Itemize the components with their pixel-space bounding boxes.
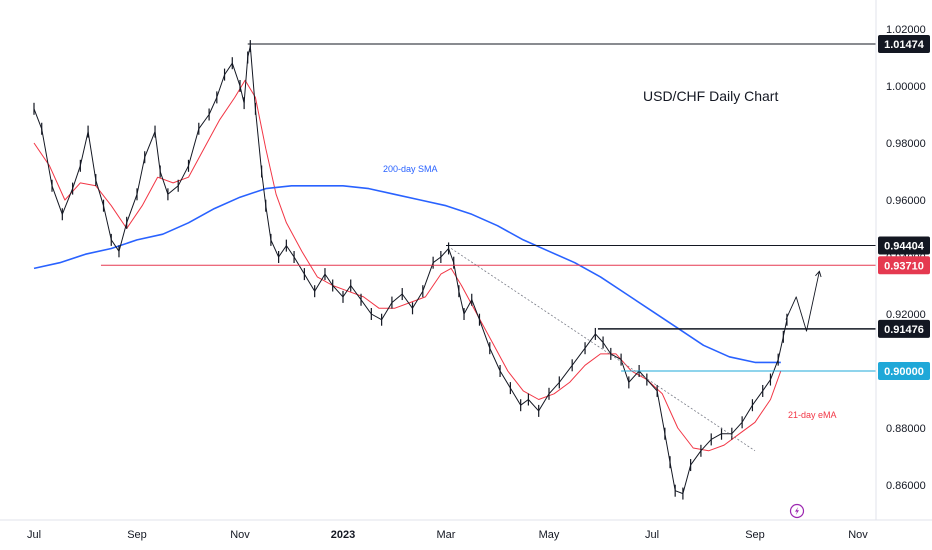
y-tick-label: 0.92000 (886, 309, 926, 321)
level-badge-label: 0.94404 (884, 240, 925, 252)
level-badge (878, 362, 930, 380)
annotations-layer (450, 248, 822, 452)
level-badge-label: 0.90000 (884, 366, 924, 378)
ema21-line (33, 79, 782, 452)
ema21-label: 21-day eMA (788, 410, 837, 420)
level-badge-label: 0.93710 (884, 260, 924, 272)
level-badge (878, 319, 930, 338)
sma200-layer (33, 185, 781, 364)
ema21-layer (33, 79, 782, 452)
y-tick-label: 0.98000 (886, 138, 926, 150)
sma200-label: 200-day SMA (383, 164, 438, 174)
level-badge (878, 236, 930, 255)
price-badges: 1.01474 0.94404 0.93710 0.91476 0.90000 (878, 34, 930, 380)
level-badge (878, 34, 930, 53)
x-tick-label: 2023 (331, 529, 355, 541)
y-tick-label: 0.86000 (886, 480, 926, 492)
projection-path (785, 271, 820, 332)
x-tick-label: Jul (27, 529, 41, 541)
projection-arrowhead (815, 270, 822, 278)
levels-layer (100, 43, 876, 372)
y-tick-label: 0.88000 (886, 423, 926, 435)
x-axis-ticks: Jul Sep Nov 2023 Mar May Jul Sep Nov (27, 529, 868, 541)
level-badge-label: 1.01474 (884, 39, 925, 51)
sma200-line (33, 185, 781, 364)
x-tick-label: Nov (848, 529, 868, 541)
lightning-icon[interactable] (789, 503, 805, 519)
chart-title: USD/CHF Daily Chart (643, 88, 778, 104)
x-tick-label: Nov (230, 529, 250, 541)
trend-line (450, 248, 756, 452)
y-tick-label: 1.00000 (886, 81, 926, 93)
x-tick-label: Sep (745, 529, 765, 541)
x-tick-label: Mar (437, 529, 456, 541)
level-badge (878, 256, 930, 275)
y-tick-label: 0.96000 (886, 195, 926, 207)
x-tick-label: May (539, 529, 560, 541)
x-tick-label: Jul (645, 529, 659, 541)
x-tick-label: Sep (127, 529, 147, 541)
level-badge-label: 0.91476 (884, 324, 924, 336)
y-tick-label: 1.02000 (886, 24, 926, 36)
price-line (33, 45, 788, 495)
